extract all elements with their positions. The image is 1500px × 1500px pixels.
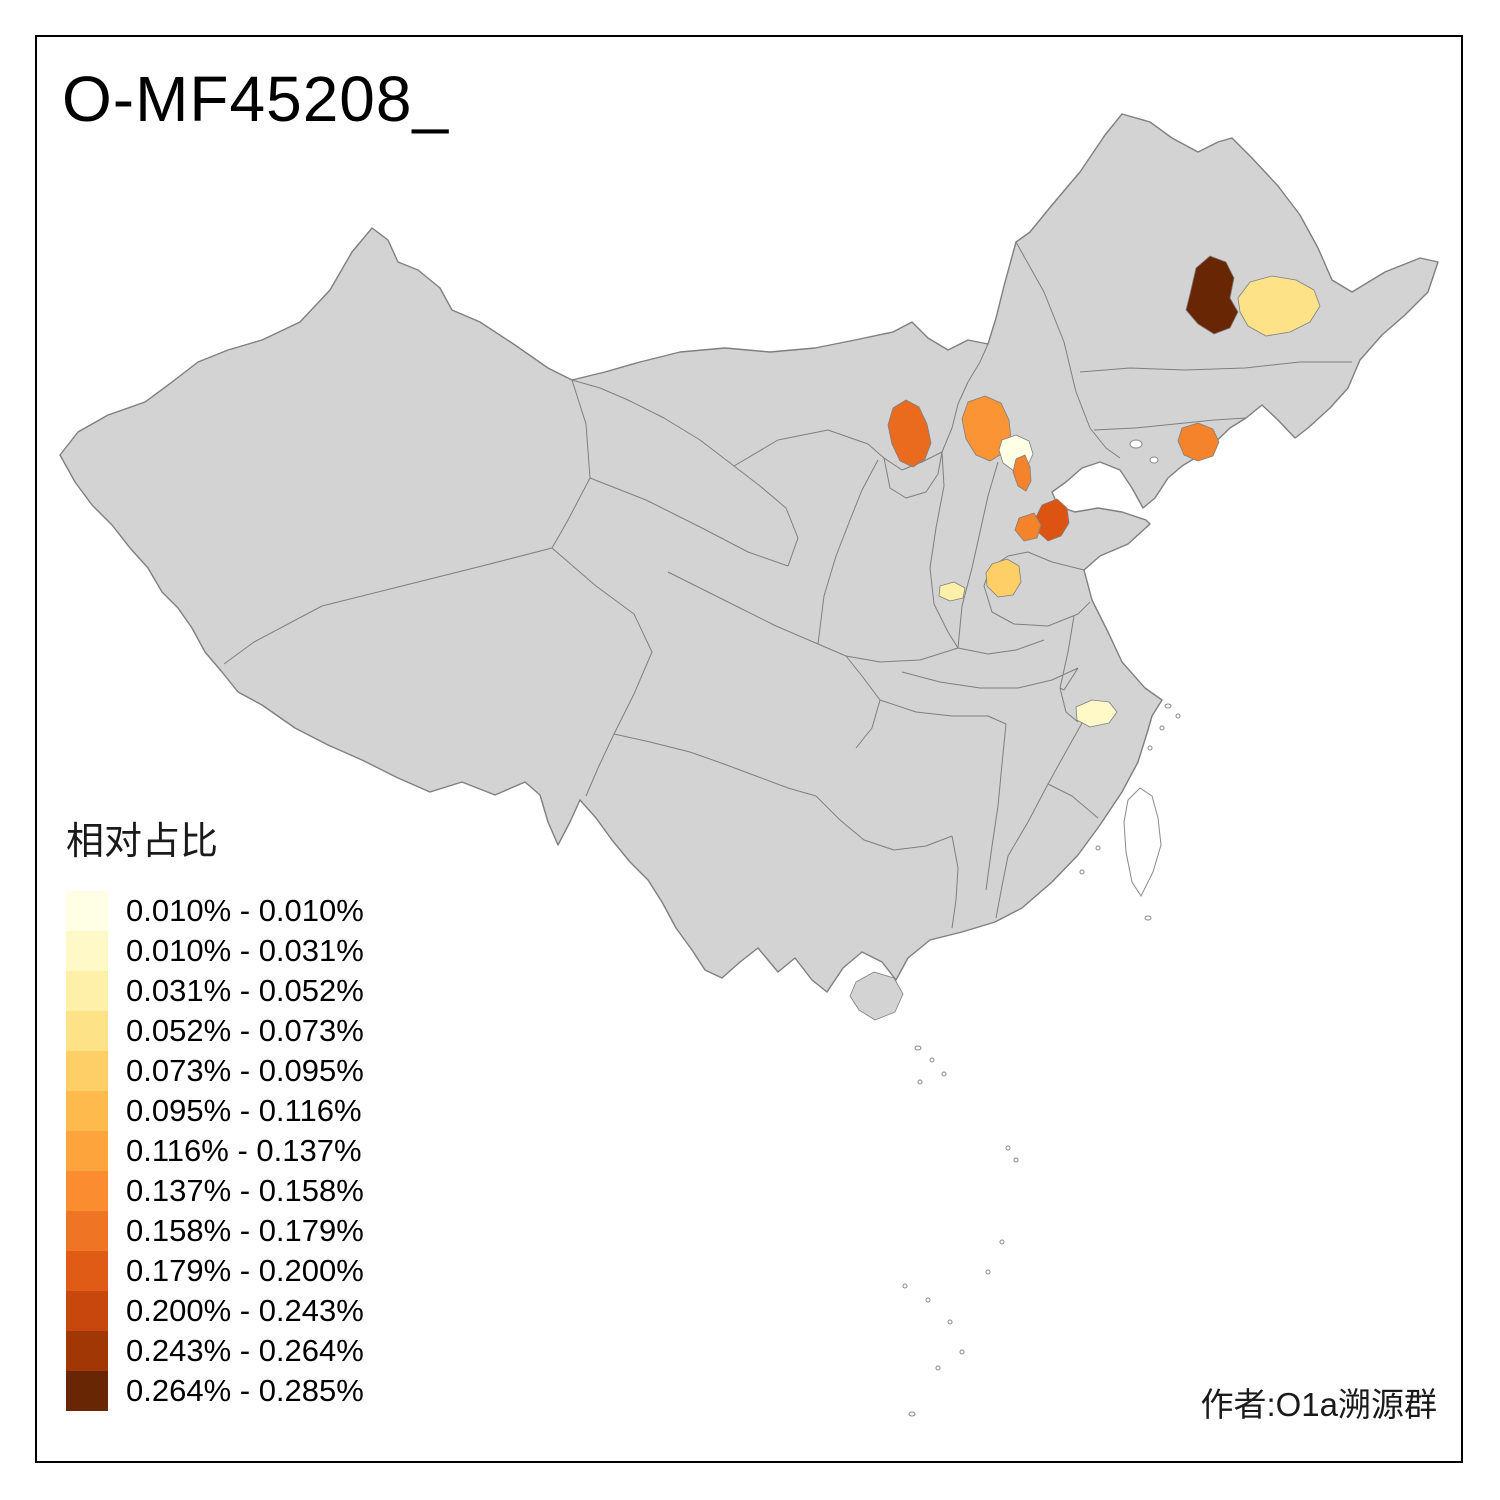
legend-label: 0.179% - 0.200% [126,1253,364,1288]
taiwan-island [1123,787,1162,898]
choropleth-region-liaoning [1177,422,1220,462]
legend-label: 0.010% - 0.010% [126,893,364,928]
small-islands [902,439,1181,1417]
legend-row: 0.137% - 0.158% [66,1171,364,1211]
legend-swatch [66,1131,108,1171]
legend-label: 0.073% - 0.095% [126,1053,364,1088]
legend-label: 0.095% - 0.116% [126,1093,362,1128]
legend-swatch [66,1371,108,1411]
choropleth-region-tianjin [1012,454,1032,492]
legend-label: 0.116% - 0.137% [126,1133,362,1168]
legend-label: 0.137% - 0.158% [126,1173,364,1208]
legend-swatch [66,1291,108,1331]
legend-row: 0.010% - 0.010% [66,891,364,931]
legend: 相对占比 0.010% - 0.010% 0.010% - 0.031% 0.031… [66,810,364,1411]
choropleth-region-inner-mongolia [887,399,932,468]
legend-row: 0.031% - 0.052% [66,971,364,1011]
legend-row: 0.243% - 0.264% [66,1331,364,1371]
legend-swatch [66,1051,108,1091]
legend-swatch [66,1331,108,1371]
choropleth-region-south-jiangsu-pale [1075,699,1118,728]
legend-label: 0.264% - 0.285% [126,1373,364,1408]
legend-rows: 0.010% - 0.010% 0.010% - 0.031% 0.031% - 0… [66,891,364,1411]
legend-swatch [66,931,108,971]
choropleth-region-west-shandong-light [985,558,1022,598]
legend-swatch [66,1011,108,1051]
legend-label: 0.200% - 0.243% [126,1293,364,1328]
choropleth-region-northeast-pale [1237,275,1321,337]
legend-label: 0.052% - 0.073% [126,1013,364,1048]
legend-swatch [66,891,108,931]
legend-label: 0.031% - 0.052% [126,973,364,1008]
legend-row: 0.095% - 0.116% [66,1091,364,1131]
author-credit: 作者:O1a溯源群 [1200,1386,1437,1423]
legend-swatch [66,971,108,1011]
legend-label: 0.243% - 0.264% [126,1333,364,1368]
choropleth-region-shandong-west [1014,512,1042,542]
legend-row: 0.264% - 0.285% [66,1371,364,1411]
legend-row: 0.052% - 0.073% [66,1011,364,1051]
legend-swatch [66,1211,108,1251]
legend-row: 0.200% - 0.243% [66,1291,364,1331]
legend-row: 0.073% - 0.095% [66,1051,364,1091]
plot-title: O-MF45208_ [62,63,450,135]
legend-label: 0.010% - 0.031% [126,933,364,968]
legend-row: 0.116% - 0.137% [66,1131,364,1171]
hainan-island [849,971,904,1021]
legend-label: 0.158% - 0.179% [126,1213,364,1248]
choropleth-region-northeast-dark [1185,255,1239,335]
province-boundaries [223,241,1352,929]
legend-swatch [66,1171,108,1211]
choropleth-region-shaanxi-pale [938,581,966,602]
legend-swatch [66,1091,108,1131]
china-mainland-shape [59,113,1439,993]
legend-row: 0.158% - 0.179% [66,1211,364,1251]
legend-row: 0.010% - 0.031% [66,931,364,971]
legend-row: 0.179% - 0.200% [66,1251,364,1291]
legend-title: 相对占比 [66,821,219,863]
legend-swatch [66,1251,108,1291]
